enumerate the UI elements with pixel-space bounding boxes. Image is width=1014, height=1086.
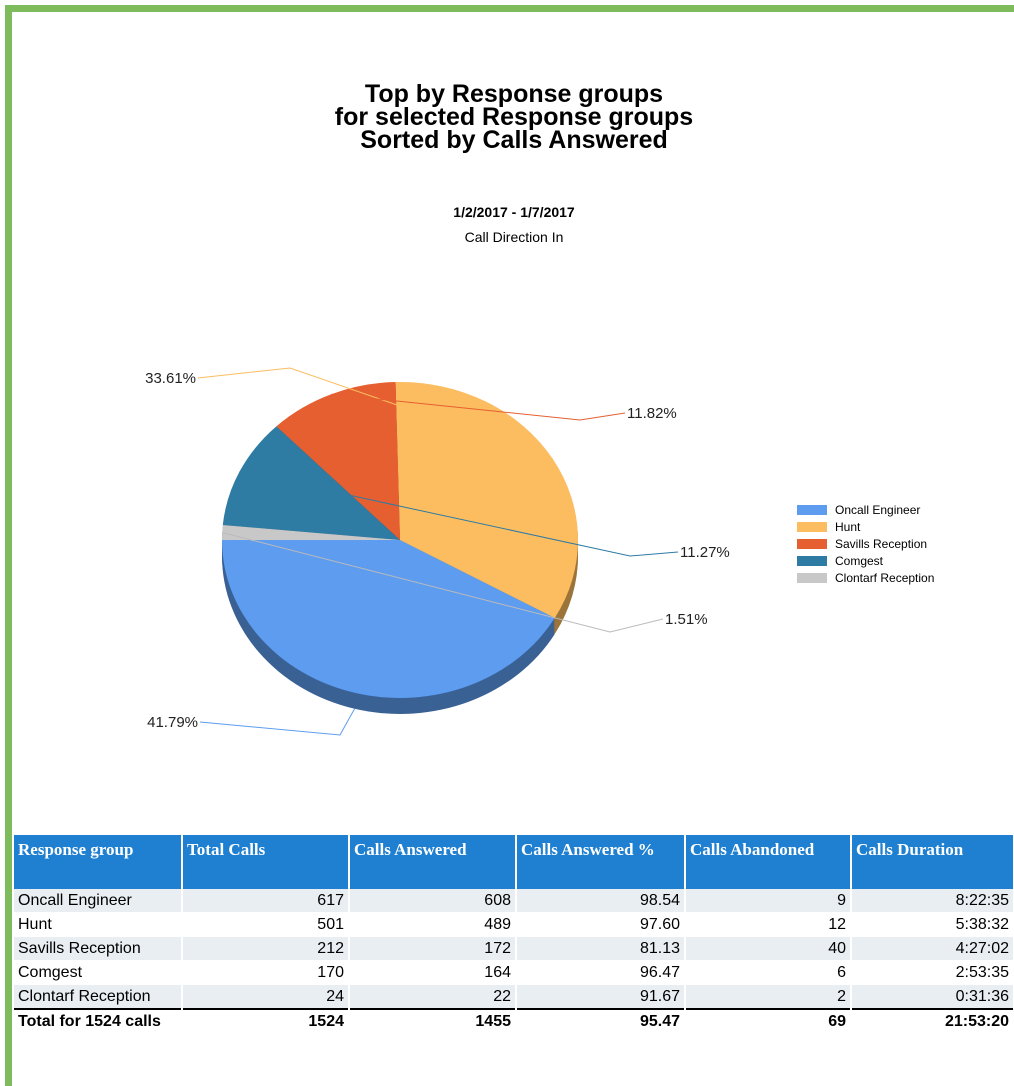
- table-cell: 0:31:36: [851, 984, 1014, 1010]
- table-row: Clontarf Reception 24 22 91.67 2 0:31:36: [14, 984, 1014, 1010]
- table-cell: 5:38:32: [851, 912, 1014, 937]
- column-header: Calls Answered %: [516, 835, 686, 889]
- table-cell: 81.13: [516, 936, 686, 961]
- table-cell: 22: [349, 984, 517, 1010]
- column-header: Response group: [14, 835, 183, 889]
- subtitle: Call Direction In: [465, 229, 564, 245]
- slice: [222, 426, 400, 540]
- column-header: Calls Duration: [851, 835, 1014, 889]
- table-cell: 2: [685, 984, 852, 1010]
- table-cell: Clontarf Reception: [14, 984, 183, 1010]
- legend-swatch: [797, 505, 827, 515]
- table-cell: Comgest: [14, 960, 183, 985]
- legend-label: Savills Reception: [835, 537, 927, 551]
- table-cell: 8:22:35: [851, 889, 1014, 913]
- slice: [222, 525, 400, 540]
- table-cell: 91.67: [516, 984, 686, 1010]
- table-cell: 40: [685, 936, 852, 961]
- chart: Top by Response groups for selected Resp…: [145, 80, 934, 736]
- legend-label: Clontarf Reception: [835, 571, 934, 585]
- legend-label: Hunt: [835, 520, 861, 534]
- column-header: Calls Answered: [349, 835, 517, 889]
- slice: [276, 382, 400, 540]
- table-cell: 172: [349, 936, 517, 961]
- frame: [5, 5, 1014, 1086]
- table-cell: 489: [349, 912, 517, 937]
- table-cell: Oncall Engineer: [14, 889, 183, 913]
- table-cell: 617: [182, 889, 350, 913]
- total-cell: 21:53:20: [851, 1008, 1014, 1034]
- column-header: Calls Abandoned: [685, 835, 852, 889]
- table-cell: 96.47: [516, 960, 686, 985]
- table-row: Savills Reception 212 172 81.13 40 4:27:02: [14, 936, 1014, 961]
- table-cell: Savills Reception: [14, 936, 183, 961]
- table-cell: 501: [182, 912, 350, 937]
- leader-line: [197, 367, 553, 460]
- leader-line: [222, 532, 664, 633]
- total-cell: 95.47: [516, 1008, 686, 1034]
- table-cell: 4:27:02: [851, 936, 1014, 961]
- table-row: Hunt 501 489 97.60 12 5:38:32: [14, 912, 1014, 937]
- data-label: 41.79%: [147, 714, 198, 731]
- table-row: Oncall Engineer 617 608 98.54 9 8:22:35: [14, 889, 1014, 913]
- legend-swatch: [797, 522, 827, 532]
- legend-label: Oncall Engineer: [835, 503, 920, 517]
- total-cell: 1455: [349, 1008, 517, 1034]
- legend-swatch: [797, 539, 827, 549]
- chart-title: for selected Response groups: [335, 103, 693, 131]
- table-cell: 164: [349, 960, 517, 985]
- table-cell: 170: [182, 960, 350, 985]
- total-cell: Total for 1524 calls: [14, 1008, 183, 1034]
- table-cell: 608: [349, 889, 517, 913]
- chart-title: Top by Response groups: [365, 80, 663, 108]
- legend-swatch: [797, 573, 827, 583]
- header-row: Response group Total Calls Calls Answered C…: [14, 835, 1014, 889]
- table-cell: 212: [182, 936, 350, 961]
- leader-line: [331, 393, 626, 421]
- table-cell: Hunt: [14, 912, 183, 937]
- leader-line: [239, 470, 679, 557]
- slice: [222, 540, 555, 699]
- total-cell: 69: [685, 1008, 852, 1034]
- total-row: Total for 1524 calls 1524 1455 95.47 69 21:53…: [14, 1008, 1014, 1034]
- subtitle: 1/2/2017 - 1/7/2017: [453, 204, 575, 220]
- chart-title: Sorted by Calls Answered: [360, 126, 668, 154]
- data-label: 11.27%: [680, 544, 730, 561]
- total-cell: 1524: [182, 1008, 350, 1034]
- table-cell: 97.60: [516, 912, 686, 937]
- legend-label: Comgest: [835, 554, 884, 568]
- table-cell: 6: [685, 960, 852, 985]
- data-label: 1.51%: [665, 611, 708, 628]
- table-row: Comgest 170 164 96.47 6 2:53:35: [14, 960, 1014, 985]
- slice: [395, 382, 579, 618]
- leader-line: [199, 708, 356, 736]
- column-header: Total Calls: [182, 835, 350, 889]
- table-cell: 2:53:35: [851, 960, 1014, 985]
- data-table: Response group Total Calls Calls Answered C…: [14, 835, 1014, 1034]
- data-label: 11.82%: [627, 405, 677, 422]
- table-cell: 24: [182, 984, 350, 1010]
- data-label: 33.61%: [145, 370, 196, 387]
- table-cell: 98.54: [516, 889, 686, 913]
- table-cell: 12: [685, 912, 852, 937]
- legend-swatch: [797, 556, 827, 566]
- table-cell: 9: [685, 889, 852, 913]
